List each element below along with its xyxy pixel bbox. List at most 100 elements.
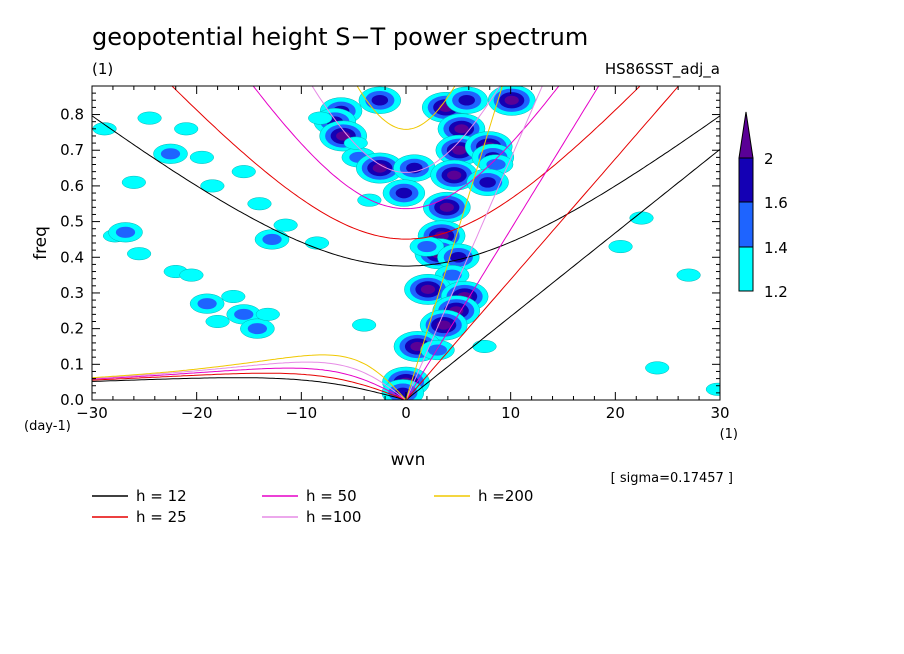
dispersion-curve-h-200 xyxy=(92,86,503,400)
legend-label: h = 50 xyxy=(306,487,357,505)
power-blob xyxy=(240,318,275,339)
power-blob xyxy=(393,154,436,182)
x-axis-unit: (1) xyxy=(720,427,738,442)
legend-label: h = 25 xyxy=(136,508,187,526)
contour-level-1.2 xyxy=(174,122,199,136)
contour-level-2 xyxy=(336,131,351,141)
colorbar: 1.2 1.4 1.6 2 xyxy=(738,111,788,301)
dispersion-curves xyxy=(92,86,720,400)
x-tick-label: −20 xyxy=(181,404,213,422)
x-tick-label: 0 xyxy=(401,404,411,422)
kelvin-wave-curve xyxy=(405,86,680,400)
legend-entry-h-100: h =100 xyxy=(262,508,361,526)
contour-level-1.2 xyxy=(127,247,152,261)
contour-level-1.2 xyxy=(645,361,670,375)
y-tick-label: 0.8 xyxy=(60,106,84,124)
legend-label: h =200 xyxy=(478,487,533,505)
power-blob xyxy=(308,111,333,125)
contour-level-1.6 xyxy=(395,187,413,199)
contour-level-1.4 xyxy=(442,269,462,281)
power-blob xyxy=(352,318,377,332)
y-axis-ticks: 0.0 0.1 0.2 0.3 0.4 0.5 0.6 0.7 0.8 xyxy=(60,92,720,409)
power-blob xyxy=(255,307,280,321)
power-blob xyxy=(137,111,162,125)
contour-level-2 xyxy=(447,170,462,180)
x-tick-label: −10 xyxy=(286,404,318,422)
contour-level-1.4 xyxy=(197,298,217,310)
power-blob xyxy=(231,165,256,179)
contour-level-1.2 xyxy=(137,111,162,125)
power-blob xyxy=(121,175,146,189)
x-tick-label: 20 xyxy=(606,404,625,422)
kelvin-wave-curve xyxy=(405,86,503,400)
contour-level-1.2 xyxy=(343,136,368,150)
power-blob xyxy=(189,293,225,314)
contour-level-2 xyxy=(420,284,436,294)
kelvin-wave-curve xyxy=(405,86,600,400)
curve-legend: h = 12 h = 25 h = 50 h =100 h =200 xyxy=(92,487,533,526)
contour-level-1.2 xyxy=(352,318,377,332)
power-blob xyxy=(358,86,402,114)
gravity-wave-curve xyxy=(311,86,501,173)
power-blob xyxy=(705,382,720,396)
contour-level-1.6 xyxy=(458,95,475,106)
y-axis-unit: (day-1) xyxy=(24,419,71,434)
contour-level-1.2 xyxy=(472,339,497,353)
contour-level-1.2 xyxy=(676,268,701,282)
contour-level-2 xyxy=(434,231,449,241)
legend-label: h =100 xyxy=(306,508,361,526)
kelvin-wave-curve xyxy=(405,86,543,400)
contour-level-1.2 xyxy=(255,307,280,321)
y-tick-label: 0.1 xyxy=(60,355,84,373)
legend-entry-h-50: h = 50 xyxy=(262,487,357,505)
contour-level-2 xyxy=(372,163,387,173)
dispersion-curve-h-12 xyxy=(92,115,720,400)
kelvin-wave-curve xyxy=(405,148,720,400)
power-blob xyxy=(445,86,488,114)
contour-level-1.4 xyxy=(486,158,506,171)
power-blob xyxy=(200,179,225,193)
power-contours xyxy=(92,86,720,400)
chart-subtitle-right: HS86SST_adj_a xyxy=(605,60,720,79)
contour-level-1.2 xyxy=(205,315,230,328)
power-blob xyxy=(472,339,497,353)
rossby-wave-curve xyxy=(92,377,407,400)
legend-label: h = 12 xyxy=(136,487,187,505)
power-blob xyxy=(423,191,471,223)
dispersion-curve-h-25 xyxy=(92,86,680,400)
legend-entry-h-25: h = 25 xyxy=(92,508,187,526)
legend-entry-h-200: h =200 xyxy=(434,487,533,505)
gravity-wave-curve xyxy=(171,86,641,240)
contour-level-2 xyxy=(454,124,469,134)
contour-level-2 xyxy=(452,145,467,155)
x-tick-label: 10 xyxy=(501,404,520,422)
contour-level-1.2 xyxy=(221,290,246,304)
contour-level-2 xyxy=(439,202,454,212)
contour-level-1.2 xyxy=(608,240,633,254)
rossby-wave-curve xyxy=(92,367,407,400)
power-blob xyxy=(247,197,272,211)
y-tick-label: 0.6 xyxy=(60,177,84,195)
colorbar-band xyxy=(738,157,754,203)
x-axis-ticks: −30 −20 −10 0 10 20 30 xyxy=(76,86,730,422)
y-tick-label: 0.7 xyxy=(60,141,84,159)
colorbar-label: 1.4 xyxy=(764,239,788,257)
contour-level-1.4 xyxy=(247,323,267,335)
power-blob xyxy=(174,122,199,136)
power-blob xyxy=(254,229,290,250)
y-tick-label: 0.5 xyxy=(60,213,84,231)
colorbar-label: 2 xyxy=(764,150,774,168)
contour-level-1.2 xyxy=(308,111,333,125)
power-blob xyxy=(430,159,478,191)
contour-level-1.6 xyxy=(371,95,389,106)
x-tick-label: 30 xyxy=(710,404,729,422)
gravity-wave-curve xyxy=(252,86,560,210)
contour-level-2 xyxy=(436,320,451,330)
dispersion-curve-h-50 xyxy=(92,86,600,400)
rossby-wave-curve xyxy=(92,354,407,400)
y-tick-label: 0.4 xyxy=(60,248,84,266)
power-blob xyxy=(356,152,404,184)
power-blob xyxy=(108,222,143,243)
contour-level-1.2 xyxy=(121,175,146,189)
